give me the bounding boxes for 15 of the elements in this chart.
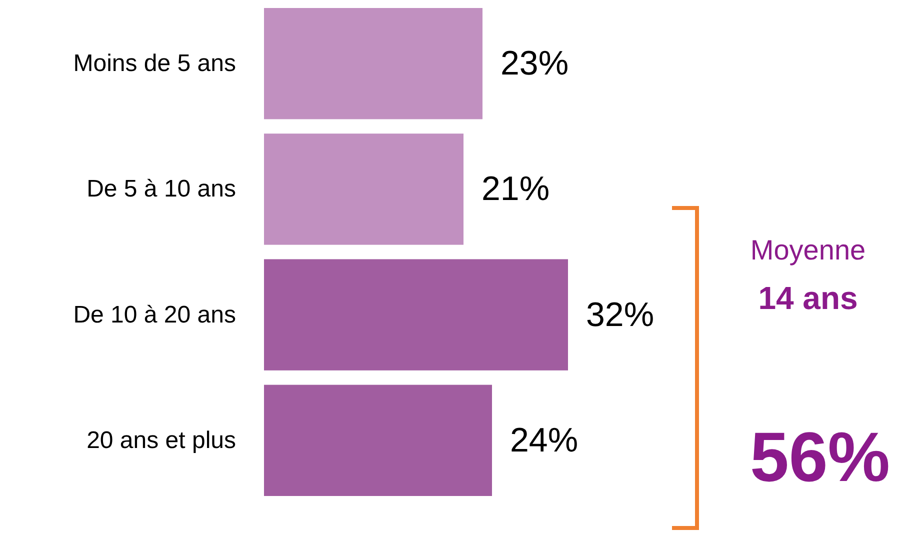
y-tick-label: De 5 à 10 ans bbox=[86, 176, 236, 203]
text: Moyenne bbox=[750, 234, 866, 266]
data-label: 24% bbox=[510, 421, 578, 460]
y-tick-label: 20 ans et plus bbox=[86, 426, 236, 454]
bar bbox=[264, 8, 482, 120]
text: 56% bbox=[750, 418, 890, 496]
y-tick-label: Moins de 5 ans bbox=[73, 50, 236, 78]
y-tick-label: De 10 à 20 ans bbox=[73, 301, 236, 328]
data-label: 23% bbox=[500, 44, 569, 83]
bar bbox=[264, 259, 568, 370]
bar bbox=[264, 384, 492, 496]
bar bbox=[264, 134, 464, 245]
data-label: 32% bbox=[586, 296, 654, 334]
text: 14 ans bbox=[758, 280, 858, 316]
data-label: 21% bbox=[482, 170, 550, 208]
